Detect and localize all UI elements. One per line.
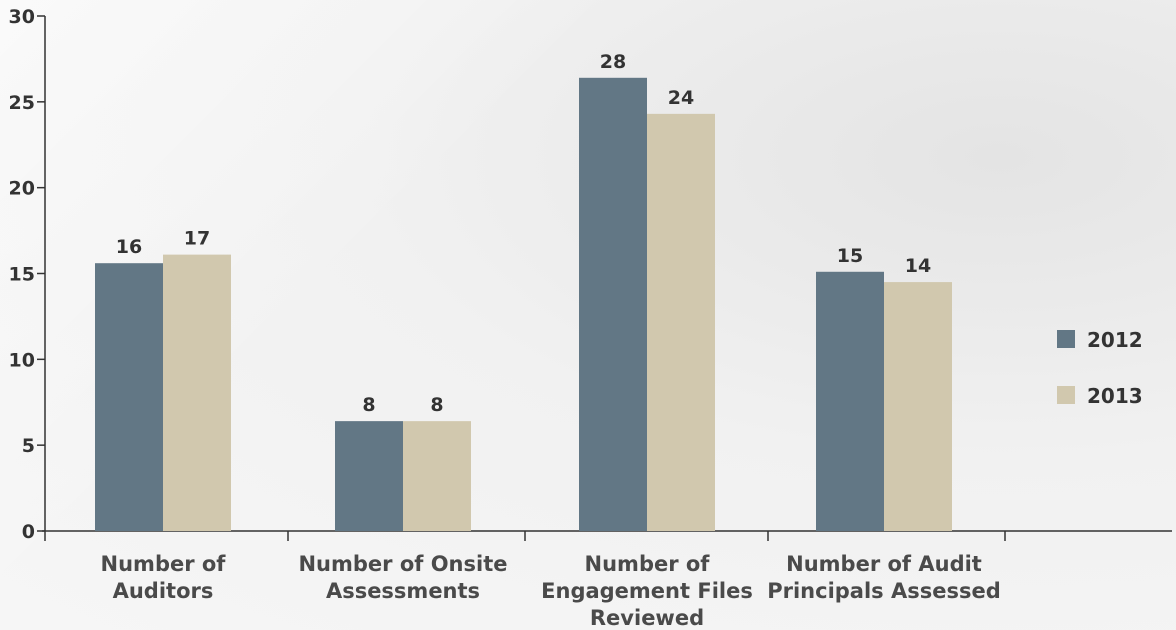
legend-swatch-2013 — [1057, 386, 1075, 404]
y-tick-label: 25 — [9, 92, 35, 114]
data-label-2013: 17 — [184, 228, 210, 250]
category-label: Number of — [585, 552, 711, 576]
bar-2012 — [335, 421, 403, 531]
category-label: Number of Audit — [786, 552, 982, 576]
category-label: Engagement Files — [541, 579, 753, 603]
data-label-2012: 8 — [362, 394, 375, 416]
bar-2012 — [95, 263, 163, 531]
y-tick-label: 15 — [9, 264, 35, 286]
category-label: Assessments — [326, 579, 480, 603]
data-label-2013: 24 — [668, 87, 694, 109]
data-label-2013: 8 — [430, 394, 443, 416]
category-label: Number of Onsite — [298, 552, 507, 576]
legend-label-2013: 2013 — [1087, 384, 1143, 408]
category-label: Reviewed — [590, 606, 704, 630]
category-label: Number of — [101, 552, 227, 576]
y-tick-label: 0 — [22, 521, 35, 543]
data-label-2012: 15 — [837, 245, 863, 267]
y-tick-label: 20 — [9, 178, 35, 200]
data-label-2012: 28 — [600, 51, 626, 73]
y-tick-label: 30 — [9, 6, 35, 28]
data-label-2013: 14 — [905, 255, 931, 277]
bar-2013 — [403, 421, 471, 531]
y-tick-label: 10 — [9, 349, 35, 371]
bar-2013 — [647, 113, 715, 531]
category-label: Principals Assessed — [767, 579, 1001, 603]
bar-2013 — [884, 282, 952, 531]
bar-2013 — [163, 254, 231, 531]
legend-label-2012: 2012 — [1087, 328, 1143, 352]
bar-2012 — [816, 271, 884, 531]
y-tick-label: 5 — [22, 435, 35, 457]
data-label-2012: 16 — [116, 236, 142, 258]
category-label: Auditors — [113, 579, 214, 603]
legend-swatch-2012 — [1057, 330, 1075, 348]
bar-2012 — [579, 77, 647, 532]
